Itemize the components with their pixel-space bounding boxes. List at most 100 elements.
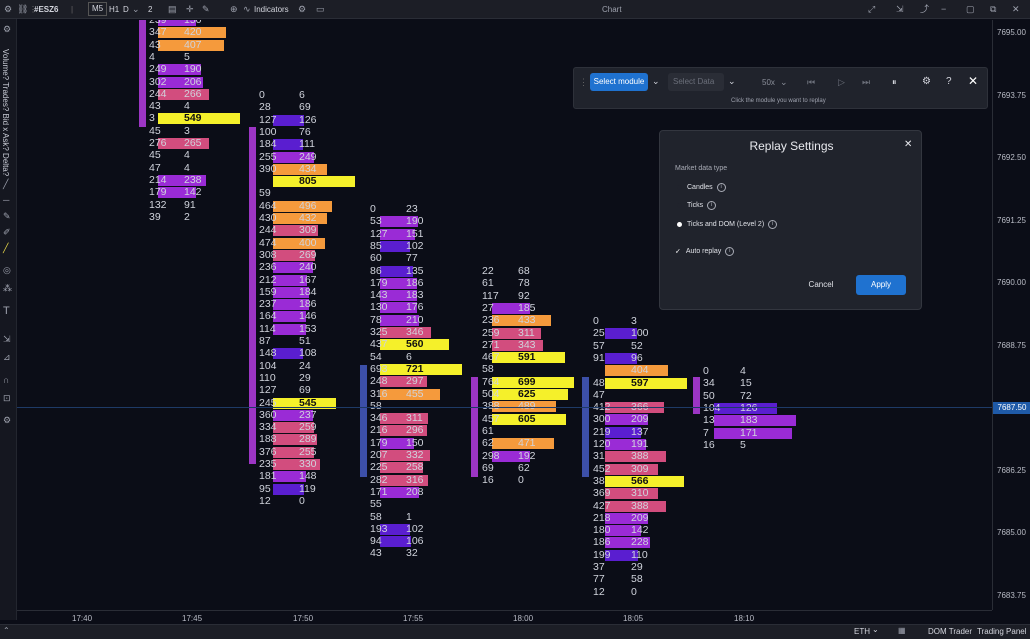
bid-volume: 239 xyxy=(149,20,167,26)
help-icon[interactable]: ? xyxy=(946,76,952,87)
shapes-icon[interactable]: ◎ xyxy=(3,265,11,275)
settings-icon[interactable]: ⚙ xyxy=(922,76,931,87)
step-back-icon[interactable]: ⏮ xyxy=(807,77,816,87)
time-axis[interactable]: 17:40 17:45 17:50 17:55 18:00 18:05 18:1… xyxy=(17,610,992,625)
info-icon[interactable]: i xyxy=(768,220,778,229)
volume-bar xyxy=(492,352,565,364)
bid-volume: 69 xyxy=(482,461,494,474)
draw-icon[interactable]: ✎ xyxy=(202,4,210,14)
timeframe-m5[interactable]: M5 xyxy=(88,2,108,16)
auto-replay-checkbox[interactable]: ✓ Auto replay i xyxy=(675,247,735,256)
ask-volume: 721 xyxy=(406,362,424,375)
bid-volume: 16 xyxy=(482,474,494,487)
trend-line-icon[interactable]: ╱ xyxy=(3,243,9,253)
volume-bar xyxy=(380,376,427,388)
ask-volume: 297 xyxy=(406,375,424,388)
option-ticks[interactable]: Ticks i xyxy=(675,201,717,210)
volume-bar xyxy=(158,76,203,88)
radio-button[interactable] xyxy=(677,185,682,190)
apply-button[interactable]: Apply xyxy=(856,275,906,295)
play-icon[interactable]: ▷ xyxy=(838,77,845,87)
gear-icon[interactable]: ⚙ xyxy=(3,24,12,34)
minimize-icon[interactable]: − xyxy=(941,4,947,14)
layout-count[interactable]: 2 xyxy=(148,5,153,14)
time-label: 18:00 xyxy=(513,614,534,623)
ask-volume: 111 xyxy=(299,138,315,151)
pattern-icon[interactable]: ⁂ xyxy=(3,283,12,293)
drag-handle-icon[interactable]: ⋮ xyxy=(579,77,588,87)
speed-selector[interactable]: 50x xyxy=(762,78,775,87)
settings-gear-icon[interactable]: ⚙ xyxy=(3,415,12,425)
gear-icon[interactable]: ⚙ xyxy=(4,4,13,14)
popout-icon[interactable]: ⧉ xyxy=(990,4,997,14)
footprint-mode-label[interactable]: Volume? Trades? Bid x Ask? Delta? xyxy=(1,49,10,177)
volume-bar xyxy=(273,176,355,188)
ask-volume: 255 xyxy=(299,445,317,458)
info-icon[interactable]: i xyxy=(707,201,717,210)
select-data-dropdown[interactable]: Select Data xyxy=(668,73,724,91)
tools-icon[interactable]: ⤢ xyxy=(868,4,876,14)
ask-volume: 146 xyxy=(299,310,317,323)
ask-volume: 209 xyxy=(631,511,649,524)
bid-volume: 7 xyxy=(703,426,709,439)
checkmark-icon[interactable]: ✓ xyxy=(675,248,681,256)
ask-volume: 605 xyxy=(518,412,536,425)
bid-volume: 225 xyxy=(370,461,388,474)
timeframe-h1[interactable]: H1 xyxy=(109,5,120,14)
chevron-down-icon[interactable]: ⌄ xyxy=(652,76,660,86)
brush-icon[interactable]: ✐ xyxy=(3,227,11,237)
chevron-down-icon[interactable]: ⌄ xyxy=(132,4,140,14)
option-candles[interactable]: Candles i xyxy=(675,183,726,192)
radio-button[interactable] xyxy=(677,203,682,208)
arrow-icon[interactable]: ⇲ xyxy=(896,4,904,14)
step-forward-icon[interactable]: ⏭ xyxy=(862,77,871,87)
ask-volume: 192 xyxy=(518,449,536,462)
bar-style-icon[interactable]: ▤ xyxy=(168,4,177,14)
maximize-icon[interactable]: ▢ xyxy=(966,4,975,14)
close-icon[interactable]: ✕ xyxy=(904,139,913,150)
bid-volume: 148 xyxy=(259,347,277,360)
chevron-down-icon[interactable]: ⌄ xyxy=(780,77,788,87)
measure-icon[interactable]: ⇲ xyxy=(3,334,11,344)
info-icon[interactable]: i xyxy=(725,247,735,256)
timeframe-d[interactable]: D xyxy=(123,5,129,14)
volume-bar xyxy=(273,459,320,470)
calendar-icon[interactable]: ▦ xyxy=(898,626,906,635)
share-icon[interactable]: ⤴ xyxy=(920,4,930,14)
volume-bar xyxy=(380,327,431,338)
option-label: Ticks and DOM (Level 2) xyxy=(687,221,765,229)
line-tool-icon[interactable]: ╱ xyxy=(3,179,9,189)
link-icon[interactable]: ⛓ xyxy=(17,4,29,14)
session-selector[interactable]: ETH xyxy=(854,627,870,636)
ruler-icon[interactable]: ⊿ xyxy=(3,352,11,362)
info-icon[interactable]: i xyxy=(716,183,726,192)
trading-panel-button[interactable]: Trading Panel xyxy=(977,627,1027,636)
close-icon[interactable]: ✕ xyxy=(1012,4,1020,14)
zoom-icon[interactable]: ⊕ xyxy=(230,4,238,14)
select-module-button[interactable]: Select module xyxy=(590,73,648,91)
dom-trader-button[interactable]: DOM Trader xyxy=(928,627,973,636)
stop-icon[interactable]: ⏸ xyxy=(892,77,897,87)
settings-icon[interactable]: ⚙ xyxy=(298,4,307,14)
horizontal-line-icon[interactable]: ─ xyxy=(3,195,10,205)
close-icon[interactable]: ✕ xyxy=(968,74,979,88)
price-axis[interactable]: 7695.00 7693.75 7692.50 7691.25 7690.00 … xyxy=(992,20,1030,610)
chevron-down-icon[interactable]: ⌄ xyxy=(728,76,736,86)
ask-volume: 29 xyxy=(299,371,311,384)
symbol-selector[interactable]: #ESZ6 xyxy=(34,5,59,14)
radio-button-selected[interactable] xyxy=(677,222,682,227)
cancel-button[interactable]: Cancel xyxy=(808,280,834,289)
chevron-down-icon[interactable]: ⌄ xyxy=(872,625,879,634)
ask-volume: 167 xyxy=(299,273,317,286)
pen-icon[interactable]: ✎ xyxy=(3,211,11,221)
template-icon[interactable]: ▭ xyxy=(316,4,325,14)
indicators-button[interactable]: Indicators xyxy=(254,5,289,14)
bid-volume: 235 xyxy=(259,458,277,470)
option-ticks-and-dom[interactable]: Ticks and DOM (Level 2) i xyxy=(675,220,778,229)
magnet-icon[interactable]: ∩ xyxy=(3,375,10,385)
resize-handle-icon[interactable]: ⌃ xyxy=(3,626,10,635)
footprint-chart[interactable]: 239 150 347 420 43 407 4 5 249 190 302 206 244 266 43 4… xyxy=(17,20,992,610)
lock-icon[interactable]: ⊡ xyxy=(3,393,11,403)
crosshair-icon[interactable]: ✛ xyxy=(186,4,194,14)
text-tool-icon[interactable]: T xyxy=(3,305,10,317)
